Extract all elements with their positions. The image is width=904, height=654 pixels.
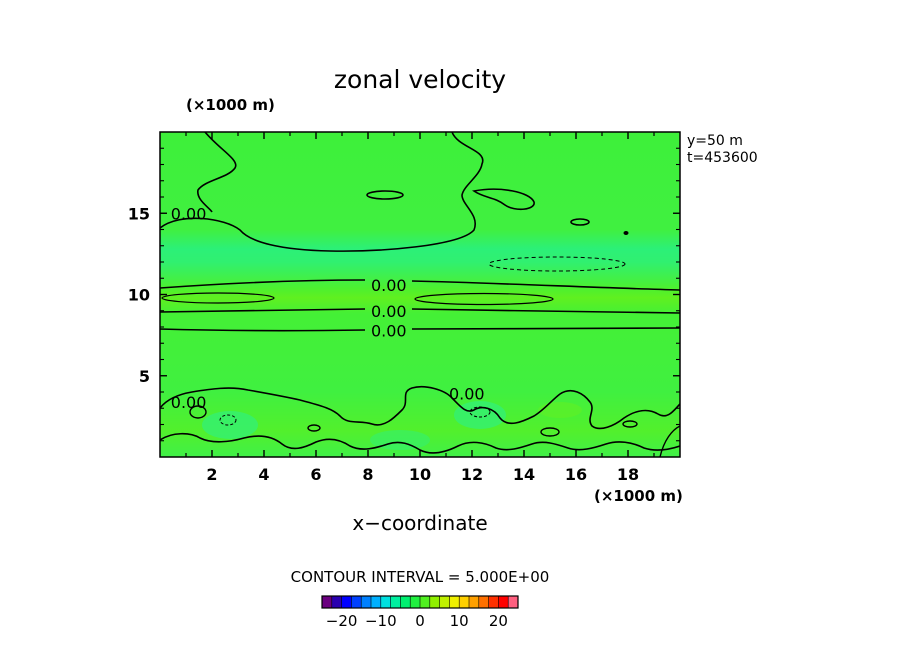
field-blob	[454, 401, 506, 429]
y-tick-label: 15	[128, 204, 150, 223]
y-tick-label: 5	[139, 367, 150, 386]
colorbar-swatch	[351, 596, 362, 608]
colorbar-tick-label: −10	[365, 612, 397, 630]
colorbar-swatch	[469, 596, 480, 608]
x-axis: 2 4 6 8 10 12 14 16 18	[185, 132, 655, 484]
colorbar-swatch	[498, 596, 509, 608]
contour-line	[189, 405, 207, 419]
colorbar	[321, 595, 519, 609]
colorbar-frame	[321, 595, 519, 609]
colorbar-swatch	[410, 596, 421, 608]
contour-line	[160, 308, 366, 313]
y-axis: 5 10 15	[128, 147, 680, 442]
contour-line	[540, 427, 560, 437]
colorbar-swatch	[400, 596, 411, 608]
x-tick-label: 10	[409, 465, 431, 484]
contour-line	[411, 280, 680, 291]
x-tick-label: 16	[565, 465, 587, 484]
contour-label: 0.00	[449, 385, 485, 404]
contour-line	[659, 425, 680, 457]
contour-line	[622, 420, 638, 428]
colorbar-swatch	[322, 596, 333, 608]
colorbar-tick-label: −20	[326, 612, 358, 630]
field-blob	[202, 411, 258, 439]
contour-line	[197, 132, 237, 213]
negative-contour	[219, 414, 237, 426]
contour-line	[160, 385, 680, 430]
colorbar-swatch	[439, 596, 450, 608]
x-tick-label: 8	[362, 465, 373, 484]
colorbar-tick-label: 20	[489, 612, 508, 630]
contour-label: 0.00	[371, 302, 407, 321]
x-tick-label: 18	[617, 465, 639, 484]
contour-line	[411, 308, 680, 314]
contour-line	[570, 218, 590, 226]
contour-interval-label: CONTOUR INTERVAL = 5.000E+00	[291, 568, 550, 586]
contour-line	[471, 188, 535, 211]
colorbar-swatch	[478, 596, 489, 608]
contour-label: 0.00	[371, 276, 407, 295]
colorbar-swatch	[361, 596, 372, 608]
contour-line	[160, 328, 366, 332]
contour-line	[623, 231, 629, 235]
positive-contour	[161, 292, 275, 304]
contour-line	[160, 132, 484, 252]
y-tick-label: 10	[128, 286, 150, 305]
colorbar-swatch	[380, 596, 391, 608]
x-axis-label: x−coordinate	[352, 511, 487, 535]
negative-contour	[488, 256, 626, 272]
positive-contour	[414, 292, 554, 306]
x-tick-label: 14	[513, 465, 535, 484]
colorbar-swatch	[508, 596, 519, 608]
chart-title: zonal velocity	[334, 65, 506, 94]
contour-line	[411, 327, 680, 330]
negative-contour	[469, 406, 491, 418]
colorbar-swatch	[371, 596, 382, 608]
colorbar-swatch	[331, 596, 342, 608]
colorbar-swatch	[390, 596, 401, 608]
contour-label: 0.00	[371, 321, 407, 340]
colorbar-swatch	[420, 596, 431, 608]
colorbar-swatch	[429, 596, 440, 608]
x-tick-label: 4	[258, 465, 269, 484]
colorbar-tick-label: 10	[450, 612, 469, 630]
contour-line	[366, 190, 404, 200]
x-tick-label: 2	[206, 465, 217, 484]
colorbar-swatch	[488, 596, 499, 608]
x-tick-label: 12	[461, 465, 483, 484]
field-blob	[538, 402, 582, 418]
colorbar-ticks: −20 −10 0 10 20	[326, 612, 508, 630]
contour-line	[160, 279, 366, 289]
x-unit-label: (×1000 m)	[594, 487, 683, 505]
field-background	[160, 132, 680, 457]
colorbar-swatch	[459, 596, 470, 608]
colorbar-tick-label: 0	[415, 612, 425, 630]
info-line-time: t=453600	[687, 150, 758, 166]
contour-label: 0.00	[171, 393, 207, 412]
x-tick-label: 6	[310, 465, 321, 484]
y-unit-label: (×1000 m)	[186, 96, 275, 114]
colorbar-swatch	[449, 596, 460, 608]
contour-labels: 0.000.000.000.000.00 0.00	[171, 204, 485, 412]
contour-label: 0.00	[171, 204, 207, 223]
info-line-depth: y=50 m	[687, 133, 743, 149]
contour-line	[307, 424, 321, 432]
colorbar-swatch	[341, 596, 352, 608]
